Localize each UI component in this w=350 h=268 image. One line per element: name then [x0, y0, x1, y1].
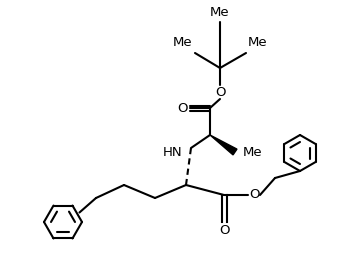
Text: HN: HN	[163, 147, 183, 159]
Text: O: O	[219, 224, 229, 236]
Polygon shape	[210, 135, 237, 155]
Text: Me: Me	[173, 36, 193, 50]
Text: Me: Me	[210, 6, 230, 18]
Text: Me: Me	[248, 36, 268, 50]
Text: Me: Me	[243, 146, 263, 158]
Text: O: O	[249, 188, 259, 202]
Text: O: O	[177, 102, 187, 114]
Text: O: O	[215, 85, 225, 99]
